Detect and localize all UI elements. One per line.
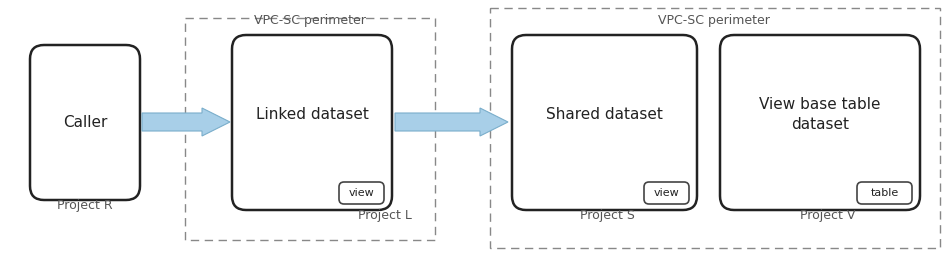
Text: Project L: Project L (358, 209, 412, 222)
Text: view: view (348, 188, 374, 198)
Text: View base table
dataset: View base table dataset (760, 97, 881, 132)
Text: Project S: Project S (580, 209, 634, 222)
Text: Shared dataset: Shared dataset (546, 107, 663, 122)
Polygon shape (142, 108, 230, 136)
FancyBboxPatch shape (30, 45, 140, 200)
Text: VPC-SC perimeter: VPC-SC perimeter (254, 14, 366, 27)
Text: Caller: Caller (63, 115, 108, 130)
Text: view: view (654, 188, 680, 198)
FancyBboxPatch shape (720, 35, 920, 210)
Bar (490, 8, 940, 248)
FancyBboxPatch shape (232, 35, 392, 210)
FancyBboxPatch shape (644, 182, 689, 204)
Bar (185, 18, 435, 240)
FancyBboxPatch shape (339, 182, 384, 204)
FancyBboxPatch shape (857, 182, 912, 204)
Polygon shape (395, 108, 508, 136)
Text: Project V: Project V (801, 209, 856, 222)
Text: Project R: Project R (57, 199, 113, 212)
Text: VPC-SC perimeter: VPC-SC perimeter (658, 14, 770, 27)
FancyBboxPatch shape (512, 35, 697, 210)
Text: table: table (870, 188, 899, 198)
Text: Linked dataset: Linked dataset (255, 107, 368, 122)
